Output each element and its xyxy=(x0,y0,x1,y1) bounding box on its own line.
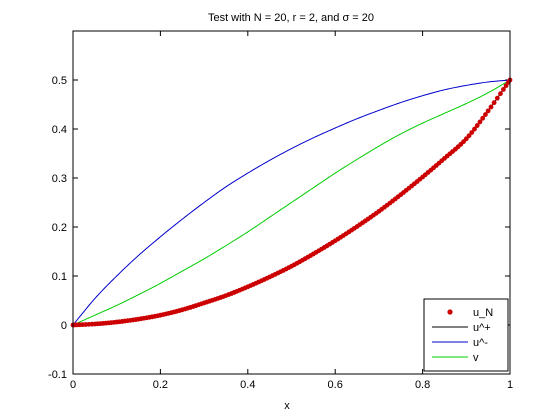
data-point xyxy=(472,126,477,132)
x-tick-label: 0.8 xyxy=(415,379,430,391)
data-point xyxy=(498,91,503,97)
series-line-v xyxy=(72,79,511,326)
legend-entry-u-minus: u^- xyxy=(432,337,488,349)
data-point xyxy=(491,100,497,106)
data-point xyxy=(480,115,486,121)
legend-box xyxy=(423,298,509,372)
series-line-u xyxy=(72,79,511,326)
data-point xyxy=(463,136,469,142)
series-markers-u-n xyxy=(70,77,513,328)
y-tick-label: 0.3 xyxy=(52,173,67,185)
legend-label-u-n: u_N xyxy=(473,307,493,319)
y-tick-label: 0.2 xyxy=(52,222,67,234)
series-layer xyxy=(70,77,513,328)
legend-swatch-u-n xyxy=(447,309,453,315)
data-point xyxy=(494,95,500,101)
x-tick-label: 0.4 xyxy=(240,379,255,391)
data-point xyxy=(483,112,488,117)
x-axis-label: x xyxy=(284,400,290,412)
x-tick-labels: 0 0.2 0.4 0.6 0.8 1 xyxy=(70,379,513,391)
legend-entry-u-plus: u^+ xyxy=(432,322,491,334)
y-tick-label: 0.5 xyxy=(52,75,67,87)
y-tick-label: -0.1 xyxy=(48,369,67,381)
x-tick-label: 0 xyxy=(70,379,76,391)
y-tick-label: 0.1 xyxy=(52,271,67,283)
x-tick-label: 1 xyxy=(507,379,513,391)
data-point xyxy=(474,123,480,128)
chart-title: Test with N = 20, r = 2, and σ = 20 xyxy=(208,12,374,24)
x-tick-label: 0.6 xyxy=(328,379,343,391)
legend-label-v: v xyxy=(473,352,479,364)
axes-frame xyxy=(72,30,511,375)
data-point xyxy=(466,133,472,139)
x-tick-label: 0.2 xyxy=(153,379,168,391)
legend-entry-u-n: u_N xyxy=(447,307,493,319)
data-point xyxy=(469,130,475,135)
legend-label-u-plus: u^+ xyxy=(473,322,491,334)
y-tick-label: 0.4 xyxy=(52,124,67,136)
data-point xyxy=(477,119,483,125)
data-point xyxy=(501,87,506,92)
legend-entry-v: v xyxy=(432,352,479,364)
y-tick-labels: -0.1 0 0.1 0.2 0.3 0.4 0.5 xyxy=(48,75,67,381)
data-point xyxy=(485,108,491,114)
legend: u_N u^+ u^- v xyxy=(423,298,509,372)
legend-label-u-minus: u^- xyxy=(473,337,488,349)
data-point xyxy=(488,104,494,110)
y-tick-label: 0 xyxy=(61,320,67,332)
